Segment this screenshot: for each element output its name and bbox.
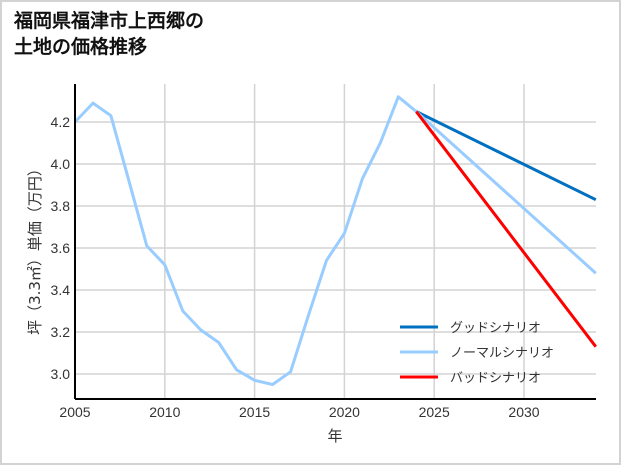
legend-label: バッドシナリオ <box>450 371 541 386</box>
y-tick-label: 4.0 <box>51 156 71 172</box>
y-tick-label: 3.8 <box>51 198 71 214</box>
y-tick-label: 3.4 <box>51 282 71 298</box>
x-tick-label: 2005 <box>59 404 90 420</box>
series-line <box>73 95 418 386</box>
series-line <box>415 110 597 348</box>
y-tick-label: 3.2 <box>51 324 71 340</box>
x-tick-label: 2010 <box>149 404 180 420</box>
data-series <box>73 95 597 386</box>
chart-title-line-2: 土地の価格推移 <box>14 36 148 58</box>
x-tick-label: 2030 <box>508 404 539 420</box>
y-tick-label: 3.6 <box>51 240 71 256</box>
x-tick-label: 2020 <box>329 404 360 420</box>
y-tick-label: 4.2 <box>51 114 71 130</box>
x-tick-label: 2015 <box>239 404 270 420</box>
y-axis-label: 坪（3.3㎡）単価（万円） <box>26 161 44 335</box>
x-tick-label: 2025 <box>419 404 450 420</box>
series-line <box>415 110 597 202</box>
x-axis-label: 年 <box>327 427 342 445</box>
chart-title: 福岡県福津市上西郷の 土地の価格推移 <box>14 8 204 60</box>
chart-title-line-1: 福岡県福津市上西郷の <box>14 10 205 32</box>
legend-label: ノーマルシナリオ <box>450 346 554 361</box>
y-tick-label: 3.0 <box>51 366 71 382</box>
grid-lines <box>75 84 596 399</box>
tick-labels: 2005 2010 2015 2020 2025 2030 3.0 3.2 3.4 3.6 3.8 4… <box>51 114 540 420</box>
axes <box>74 84 596 400</box>
legend-label: グッドシナリオ <box>450 321 541 336</box>
series-line <box>415 110 597 275</box>
